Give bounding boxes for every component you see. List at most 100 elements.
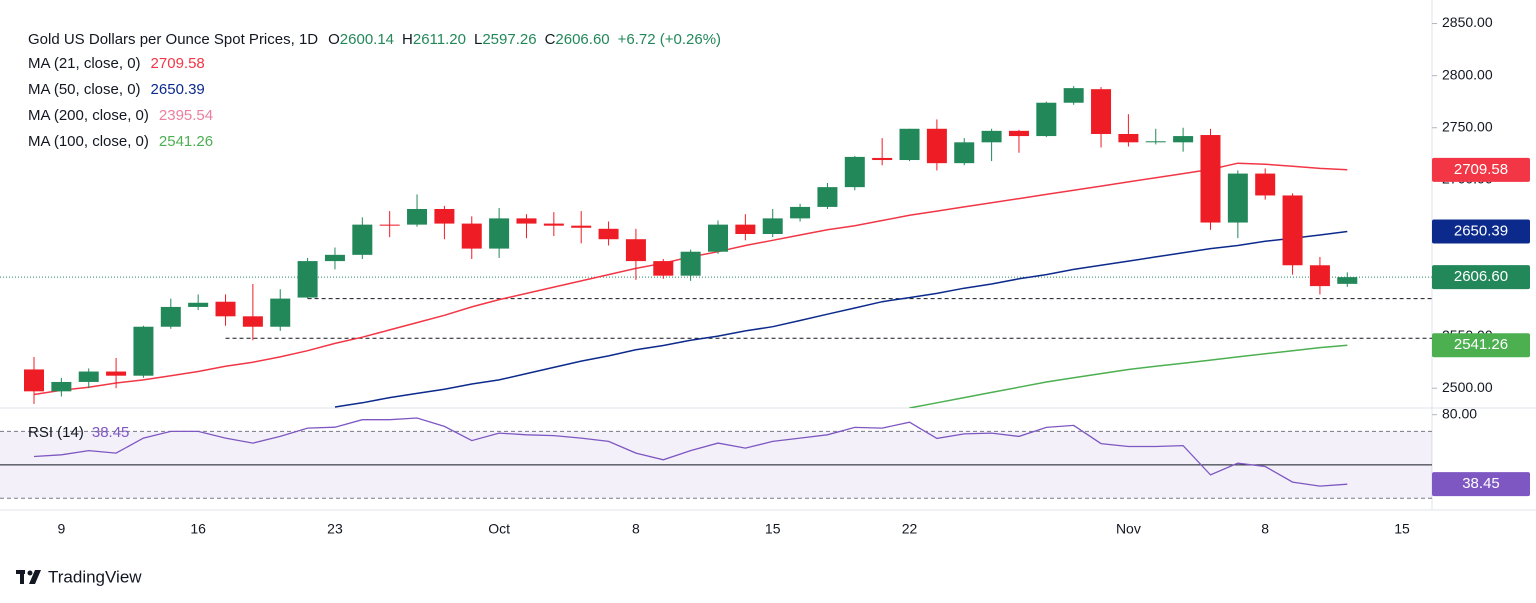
x-tick-label: 23: [327, 521, 343, 537]
candle-body: [407, 209, 428, 225]
candle-body: [516, 218, 537, 224]
ma-name: MA (21, close, 0): [28, 55, 141, 72]
price-box-label: 2650.39: [1454, 222, 1508, 239]
candle-body: [242, 316, 263, 327]
candle-body: [1145, 141, 1166, 143]
y-tick-label: 2850.00: [1442, 14, 1493, 30]
candle-body: [215, 301, 236, 317]
brand-logo: TradingView: [16, 567, 142, 586]
brand-name: TradingView: [48, 567, 142, 586]
candle-body: [1227, 173, 1248, 223]
candle-body: [926, 128, 947, 164]
ohlc-value: 2606.60: [555, 31, 609, 48]
candle-body: [1008, 130, 1029, 137]
ma-line: [909, 344, 1348, 408]
ma-legend: MA (21, close, 0) 2709.58: [28, 55, 205, 72]
marks: 91623Oct81522Nov8152500.002550.002600.00…: [0, 14, 1530, 537]
rsi-legend: RSI (14) 38.45: [28, 424, 129, 441]
ma-legend: MA (200, close, 0) 2395.54: [28, 107, 213, 124]
x-tick-label: 8: [1261, 521, 1269, 537]
candle-body: [625, 239, 646, 262]
candle-body: [461, 223, 482, 249]
ohlc-value: 2600.14: [340, 31, 394, 48]
ma-value: 2395.54: [159, 107, 213, 124]
candle-body: [1200, 135, 1221, 223]
price-box-label: 2541.26: [1454, 336, 1508, 353]
candle-body: [188, 302, 209, 307]
candle-body: [324, 254, 345, 262]
candle-body: [270, 298, 291, 327]
logo-part: [29, 570, 41, 584]
ma-value: 2650.39: [151, 81, 205, 98]
x-tick-label: 22: [902, 521, 918, 537]
candle-body: [1282, 195, 1303, 266]
candle-body: [790, 206, 811, 219]
candle-body: [981, 130, 1002, 143]
price-box-label: 38.45: [1462, 475, 1500, 492]
price-box-label: 2606.60: [1454, 268, 1508, 285]
ma-legend: MA (100, close, 0) 2541.26: [28, 133, 213, 150]
rsi-line: [33, 417, 1348, 487]
candle-body: [899, 128, 920, 161]
ma-value: 2709.58: [151, 55, 205, 72]
ohlc-letter: O: [328, 31, 340, 48]
candle-body: [1118, 133, 1139, 143]
ma-name: MA (50, close, 0): [28, 81, 141, 98]
price-box: [1432, 219, 1530, 244]
ohlc-letter: H: [402, 31, 413, 48]
rsi-tick-label: 80.00: [1442, 405, 1477, 421]
rsi-name: RSI (14): [28, 424, 84, 441]
x-tick-label: 16: [190, 521, 206, 537]
y-tick-label: 2750.00: [1442, 118, 1493, 134]
candle-body: [160, 306, 181, 327]
candle-body: [844, 156, 865, 188]
ohlc-letter: L: [474, 31, 482, 48]
header: Gold US Dollars per Ounce Spot Prices, 1…: [28, 31, 721, 48]
candle-body: [817, 187, 838, 207]
price-box: [1432, 265, 1530, 290]
candle-body: [106, 371, 127, 376]
ma-name: MA (100, close, 0): [28, 133, 149, 150]
candle-body: [680, 251, 701, 276]
ohlc-value: 2597.26: [482, 31, 536, 48]
candle-body: [297, 261, 318, 298]
candle-body: [1091, 89, 1112, 134]
price-box: [1432, 333, 1530, 358]
price-pane: [0, 86, 1432, 408]
candle-body: [762, 218, 783, 235]
candle-body: [434, 209, 455, 224]
price-box: [1432, 472, 1530, 497]
logo-part: [27, 570, 33, 576]
candle-body: [489, 218, 510, 249]
price-box-label: 2709.58: [1454, 161, 1508, 178]
candle-body: [1309, 265, 1330, 287]
x-tick-label: Oct: [488, 521, 510, 537]
candle-body: [653, 261, 674, 276]
candle-body: [598, 228, 619, 240]
ma-legend: MA (50, close, 0) 2650.39: [28, 81, 205, 98]
candle-body: [1337, 277, 1358, 284]
candle-body: [1063, 88, 1084, 103]
candle-body: [543, 223, 564, 226]
candle-body: [78, 371, 99, 382]
chart-title: Gold US Dollars per Ounce Spot Prices, 1…: [28, 31, 318, 48]
candle-body: [954, 142, 975, 164]
y-tick-label: 2500.00: [1442, 379, 1493, 395]
ma-name: MA (200, close, 0): [28, 107, 149, 124]
candle-body: [133, 326, 154, 376]
y-tick-label: 2800.00: [1442, 66, 1493, 82]
candle-body: [1255, 173, 1276, 196]
candle-body: [735, 224, 756, 235]
candle-body: [1173, 136, 1194, 143]
ohlc-value: 2611.20: [413, 31, 466, 48]
candle-body: [1036, 102, 1057, 137]
candle-body: [379, 224, 400, 226]
ohlc-letter: C: [545, 31, 556, 48]
candle-body: [51, 381, 72, 392]
x-tick-label: 9: [57, 521, 65, 537]
candle-body: [24, 369, 44, 392]
candle-body: [708, 224, 728, 252]
ma-value: 2541.26: [159, 133, 213, 150]
